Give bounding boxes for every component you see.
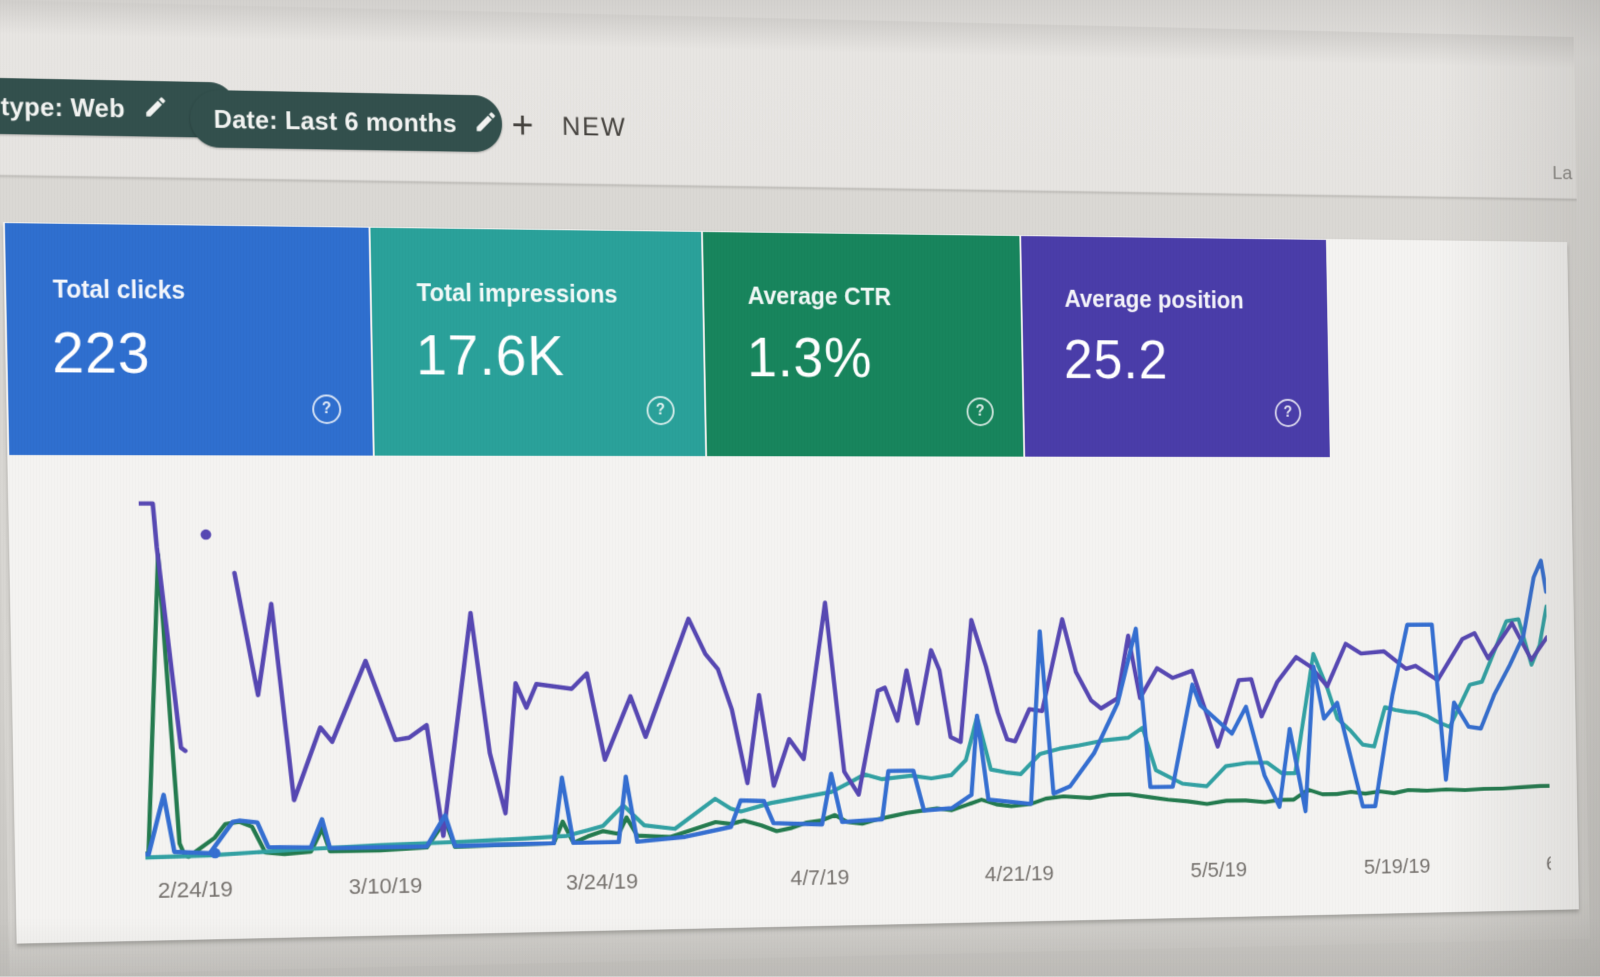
help-icon[interactable]: ? xyxy=(646,396,675,425)
series-point-position xyxy=(200,529,211,539)
x-axis-label: 4/21/19 xyxy=(985,862,1055,887)
help-icon[interactable]: ? xyxy=(312,394,341,424)
x-axis-label: 2/24/19 xyxy=(158,877,234,903)
x-axis-label: 3/10/19 xyxy=(348,874,422,899)
total-impressions-card[interactable]: Total impressions 17.6K ? xyxy=(370,228,705,456)
total-clicks-value: 223 xyxy=(51,319,151,386)
total-impressions-label: Total impressions xyxy=(416,279,617,309)
average-position-label: Average position xyxy=(1064,286,1244,315)
toolbar-divider xyxy=(0,175,1577,201)
series-line-clicks xyxy=(140,561,1550,855)
x-axis-label: 4/7/19 xyxy=(790,865,849,890)
x-axis-label: 5/5/19 xyxy=(1190,858,1247,882)
date-filter-chip[interactable]: Date: Last 6 months xyxy=(190,90,503,153)
average-position-card[interactable]: Average position 25.2 ? xyxy=(1021,236,1330,457)
chart-canvas: 2/24/19 3/10/19 3/24/19 4/7/19 4/21/19 5/5/19… xyxy=(138,490,1551,917)
average-position-value: 25.2 xyxy=(1063,328,1168,392)
series-line-position xyxy=(234,568,1550,840)
performance-panel: Total clicks 223 ? Total impressions 17.… xyxy=(3,222,1579,944)
x-axis-label: 5/19/19 xyxy=(1364,854,1431,878)
x-axis-label: 3/24/19 xyxy=(566,869,639,894)
average-ctr-value: 1.3% xyxy=(746,325,872,390)
new-filter-label: NEW xyxy=(562,111,627,142)
edit-pencil-icon[interactable] xyxy=(142,93,168,124)
help-icon[interactable]: ? xyxy=(1275,399,1302,427)
x-axis-label: 6/2/19 xyxy=(1546,851,1551,875)
plus-icon: + xyxy=(511,106,534,145)
average-ctr-label: Average CTR xyxy=(747,283,891,312)
performance-line-chart: 2/24/19 3/10/19 3/24/19 4/7/19 4/21/19 5/5/19… xyxy=(138,490,1551,917)
total-clicks-card[interactable]: Total clicks 223 ? xyxy=(5,223,373,456)
total-clicks-label: Total clicks xyxy=(53,276,186,306)
search-type-filter-label: type: Web xyxy=(0,91,125,124)
total-impressions-value: 17.6K xyxy=(415,322,565,388)
edit-pencil-icon[interactable] xyxy=(474,108,499,139)
average-ctr-card[interactable]: Average CTR 1.3% ? xyxy=(703,232,1023,457)
new-filter-button[interactable]: + NEW xyxy=(511,106,627,147)
last-updated-partial-text: La xyxy=(1552,162,1572,185)
date-filter-label: Date: Last 6 months xyxy=(213,103,457,138)
help-icon[interactable]: ? xyxy=(966,397,994,426)
